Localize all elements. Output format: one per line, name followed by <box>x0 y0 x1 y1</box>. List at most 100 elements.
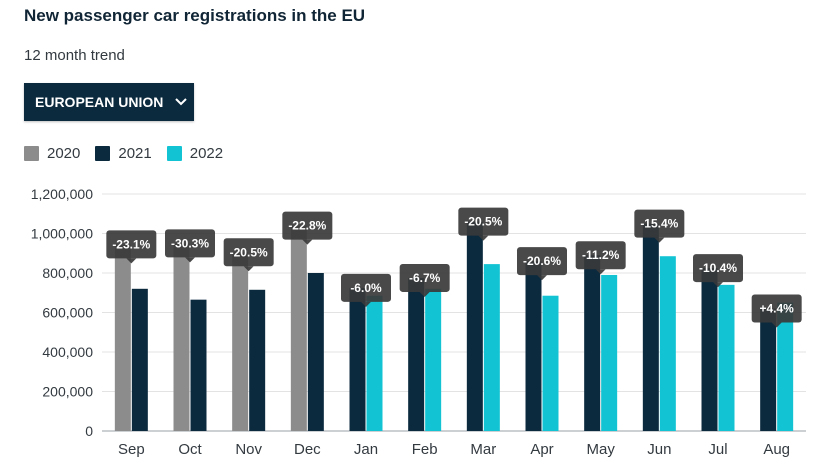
change-label-box <box>517 247 567 276</box>
change-label-pointer <box>654 237 665 243</box>
change-label-pointer <box>185 257 195 263</box>
legend-swatch-2022 <box>166 146 182 161</box>
change-label-box <box>634 209 685 238</box>
y-axis-ticks: 0 200,000 400,000 600,000 800,000 1,000,000 1,… <box>31 186 94 439</box>
bar-2021-oct[interactable] <box>190 299 207 431</box>
bar-2021-jul[interactable] <box>701 268 718 431</box>
bar-2022-jun[interactable] <box>659 256 676 431</box>
x-tick-label: Feb <box>412 441 438 458</box>
bar-2022-aug[interactable] <box>777 302 794 431</box>
legend-item-2020[interactable]: 2020 <box>24 145 80 162</box>
bar-2022-jan[interactable] <box>366 295 383 431</box>
change-label-text: -20.6% <box>523 254 561 268</box>
bar-2020-oct[interactable] <box>173 243 190 431</box>
legend-label-2022: 2022 <box>189 145 224 162</box>
chart-legend: 2020 2021 2022 <box>24 145 238 162</box>
change-label-box <box>751 294 802 323</box>
change-label-text: -22.8% <box>288 219 326 233</box>
change-label-pointer <box>302 239 313 245</box>
bar-2021-jan[interactable] <box>349 287 366 431</box>
change-label-pointer <box>126 258 137 264</box>
region-dropdown-label: EUROPEAN UNION <box>35 94 164 110</box>
change-label-pointer <box>478 235 489 241</box>
change-label-pointer <box>361 301 371 307</box>
bar-2022-mar[interactable] <box>483 264 500 431</box>
change-label-oct: -30.3% <box>165 229 215 263</box>
bar-2021-sep[interactable] <box>131 288 148 431</box>
change-label-text: -6.7% <box>409 271 441 285</box>
x-tick-label: Nov <box>235 441 262 458</box>
legend-label-2020: 2020 <box>47 145 81 162</box>
bar-2021-dec[interactable] <box>307 273 324 431</box>
change-label-text: -20.5% <box>230 245 268 259</box>
change-label-text: -15.4% <box>640 217 678 231</box>
change-label-pointer <box>771 322 782 328</box>
change-label-box <box>106 230 157 259</box>
bar-2021-nov[interactable] <box>249 289 266 431</box>
x-tick-label: Sep <box>118 441 145 458</box>
change-label-nov: -20.5% <box>223 238 274 272</box>
x-tick-label: Oct <box>178 441 202 458</box>
x-tick-label: Dec <box>294 441 321 458</box>
bar-2020-nov[interactable] <box>232 252 249 431</box>
legend-label-2021: 2021 <box>118 145 152 162</box>
change-label-text: -30.3% <box>171 236 209 250</box>
x-tick-label: Aug <box>763 441 790 458</box>
change-label-pointer <box>537 275 547 281</box>
y-tick-label: 1,000,000 <box>31 226 93 242</box>
change-label-box <box>399 263 450 292</box>
change-label-apr: -20.6% <box>517 247 567 281</box>
change-label-jul: -10.4% <box>693 254 743 288</box>
change-label-pointer <box>419 291 430 297</box>
legend-item-2022[interactable]: 2022 <box>166 145 224 162</box>
bar-2021-jun[interactable] <box>642 223 659 431</box>
legend-swatch-2020 <box>24 146 39 161</box>
bar-2022-jul[interactable] <box>718 284 735 431</box>
bar-2021-aug[interactable] <box>760 308 777 431</box>
change-label-may: -11.2% <box>575 241 626 275</box>
bar-2021-may[interactable] <box>584 255 601 431</box>
change-label-jan: -6.0% <box>341 273 391 307</box>
change-label-box <box>282 211 333 240</box>
bar-2022-may[interactable] <box>601 274 618 431</box>
change-label-pointer <box>713 282 723 288</box>
y-tick-label: 400,000 <box>42 344 93 360</box>
legend-swatch-2021 <box>95 146 111 161</box>
change-label-box <box>165 229 215 258</box>
change-label-feb: -6.7% <box>399 263 450 297</box>
grid-lines <box>102 193 806 432</box>
change-label-jun: -15.4% <box>634 209 685 243</box>
bar-2021-feb[interactable] <box>408 277 425 431</box>
change-label-box <box>575 241 626 270</box>
x-tick-label: Jul <box>708 441 727 458</box>
change-label-aug: +4.4% <box>751 294 802 328</box>
x-tick-label: May <box>586 441 615 458</box>
x-axis-labels: Sep Oct Nov Dec Jan Feb Mar Apr May Jun Jul Aug <box>118 441 790 458</box>
bar-2021-apr[interactable] <box>525 261 542 431</box>
chart-subtitle: 12 month trend <box>24 47 125 64</box>
bar-2022-apr[interactable] <box>542 295 559 431</box>
x-tick-label: Mar <box>470 441 496 458</box>
bar-2021-mar[interactable] <box>466 221 483 431</box>
change-label-box <box>223 238 274 267</box>
bar-series <box>114 221 794 431</box>
x-tick-label: Jan <box>354 441 378 458</box>
y-tick-label: 600,000 <box>42 305 93 321</box>
change-label-sep: -23.1% <box>106 230 157 264</box>
legend-item-2021[interactable]: 2021 <box>95 145 152 162</box>
change-label-text: -11.2% <box>582 248 620 262</box>
bar-2020-dec[interactable] <box>290 225 307 431</box>
x-tick-label: Jun <box>647 441 671 458</box>
change-label-text: -20.5% <box>464 215 502 229</box>
change-label-text: -6.0% <box>350 281 382 295</box>
y-tick-label: 800,000 <box>42 265 93 281</box>
bar-2022-feb[interactable] <box>425 288 442 431</box>
change-label-dec: -22.8% <box>282 211 333 245</box>
change-label-mar: -20.5% <box>458 207 509 241</box>
region-dropdown[interactable]: EUROPEAN UNION <box>24 83 194 121</box>
y-tick-label: 1,200,000 <box>31 186 93 202</box>
bar-2020-sep[interactable] <box>114 244 131 431</box>
change-label-text: -10.4% <box>699 261 737 275</box>
chart-title: New passenger car registrations in the E… <box>24 6 366 25</box>
